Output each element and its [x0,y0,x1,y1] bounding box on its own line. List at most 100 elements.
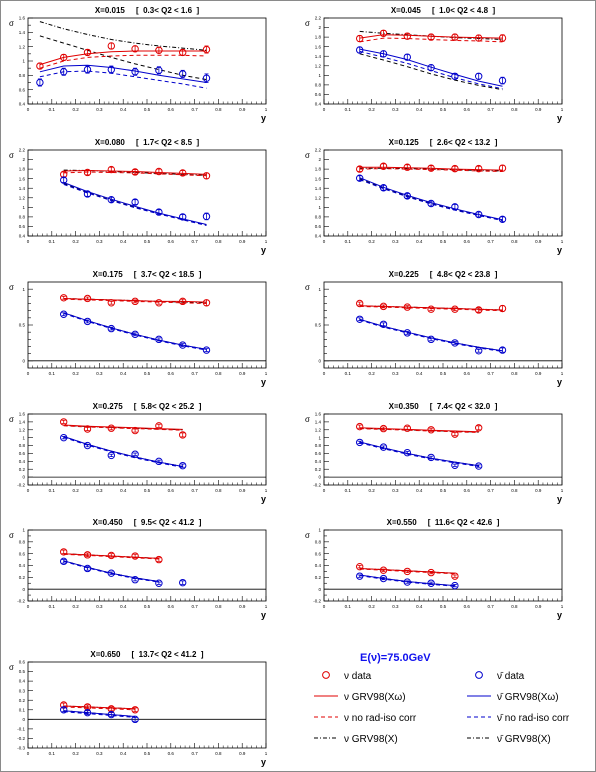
x-tick-label: 0.8 [215,604,222,609]
y-tick-label: -0.2 [313,599,321,604]
x-tick-label: 1 [561,488,564,493]
nu-data-point [427,164,435,172]
nu-data-point [356,562,364,571]
x-tick-label: 0.2 [72,488,79,493]
nubar-data-point [131,450,139,458]
panel-title: X=0.450 [ 9.5< Q2 < 41.2 ] [93,518,202,527]
y-tick-label: 1.6 [19,412,26,417]
legend-label: ν̄ data [497,671,525,682]
y-tick-label: 1.6 [315,412,322,417]
nubar-data-point [131,68,139,76]
y-tick-label: 1.2 [19,427,26,432]
nubar-data-point [107,451,116,460]
nubar-data-point [83,441,92,450]
nu-data-point [155,422,163,430]
y-tick-label: 0.8 [19,443,26,448]
x-axis-label: y [557,245,562,255]
y-tick-label: 1.4 [19,419,26,424]
x-tick-label: 0.3 [96,751,103,756]
x-tick-label: 1 [265,488,268,493]
nubar-data-point [60,68,68,76]
y-tick-label: 0.8 [315,539,322,544]
y-tick-label: 1 [22,528,25,533]
x-tick-label: 0.3 [96,488,103,493]
x-tick-label: 0.3 [392,488,399,493]
nu-data-point [475,306,483,314]
nu-data-point [498,34,507,42]
y-tick-label: 0.2 [19,575,26,580]
nubar-data-point [403,192,411,200]
x-tick-label: 0.6 [168,239,175,244]
nu-data-point [179,297,187,306]
y-tick-label: 1 [318,287,321,292]
nubar-data-point [36,78,44,87]
nubar-data-point [202,212,211,221]
y-tick-label: 1.6 [315,176,322,181]
nubar-data-point [403,578,411,586]
nubar-grv98-xw-curve [63,710,136,717]
x-tick-label: 0.4 [416,604,423,609]
nu-data-point [60,294,68,302]
x-axis-label: y [261,113,266,123]
x-tick-label: 0.1 [49,751,56,756]
nubar-data-point [403,448,411,457]
y-tick-label: 0.4 [19,563,26,568]
x-tick-label: 0.1 [345,239,352,244]
nubar-data-point [427,335,435,344]
y-tick-label: -0.2 [17,599,25,604]
y-tick-label: 0.6 [315,551,322,556]
x-tick-label: 0 [323,488,326,493]
x-tick-label: 0.2 [368,488,375,493]
nubar-data-point [356,315,364,323]
nu-data-point [60,418,68,426]
legend-marker [322,671,330,679]
y-tick-label: 0.8 [19,539,26,544]
y-tick-label: 2 [318,25,321,30]
y-axis-label: σ [305,151,310,160]
y-axis-label: σ [9,19,14,28]
legend-label: ν GRV98(Xω) [344,692,406,703]
y-tick-label: 0 [22,717,25,722]
nu-grv98-xw-curve [63,705,136,710]
y-axis-label: σ [9,283,14,292]
x-tick-label: 1 [561,604,564,609]
nu-data-point [131,168,139,176]
x-tick-label: 0.9 [239,488,246,493]
y-tick-label: 0.4 [19,102,26,107]
legend-label: ν GRV98(X) [344,734,398,745]
panel-5: X=0.225 [ 4.8< Q2 < 23.8 ] σ y 0 0.5 1 0 0.1 0.2… [305,270,564,387]
x-tick-label: 0.6 [168,488,175,493]
x-tick-label: 0.6 [168,371,175,376]
y-tick-label: -0.3 [17,746,25,751]
nubar-no-rad-iso-curve [39,70,207,89]
nubar-data-point [83,708,92,717]
x-tick-label: 0.2 [72,239,79,244]
x-tick-label: 0 [27,239,30,244]
panel-title: X=0.080 [ 1.7< Q2 < 8.5 ] [95,138,200,147]
y-tick-label: -0.2 [17,736,25,741]
nu-data-point [83,294,92,303]
x-tick-label: 0.6 [168,751,175,756]
nubar-data-point [475,462,483,470]
x-tick-label: 0.1 [345,488,352,493]
y-axis-label: σ [305,415,310,424]
nu-data-point [131,552,139,560]
nubar-data-point [356,46,364,54]
nu-data-point [475,424,483,432]
y-tick-label: 0.6 [315,224,322,229]
x-tick-label: 0.2 [72,751,79,756]
y-tick-label: 2.2 [315,16,322,21]
x-tick-label: 0.1 [49,371,56,376]
x-tick-label: 0.3 [96,604,103,609]
nu-data-point [60,548,68,556]
y-tick-label: 0.6 [19,87,26,92]
x-tick-label: 0.5 [144,107,151,112]
x-tick-label: 0.1 [49,604,56,609]
x-tick-label: 0.8 [511,107,518,112]
x-tick-label: 0.1 [345,604,352,609]
x-tick-label: 0.9 [535,107,542,112]
nu-data-point [131,297,139,306]
nu-data-point [107,42,116,50]
nu-data-point [83,425,92,433]
nu-data-point [131,45,139,53]
